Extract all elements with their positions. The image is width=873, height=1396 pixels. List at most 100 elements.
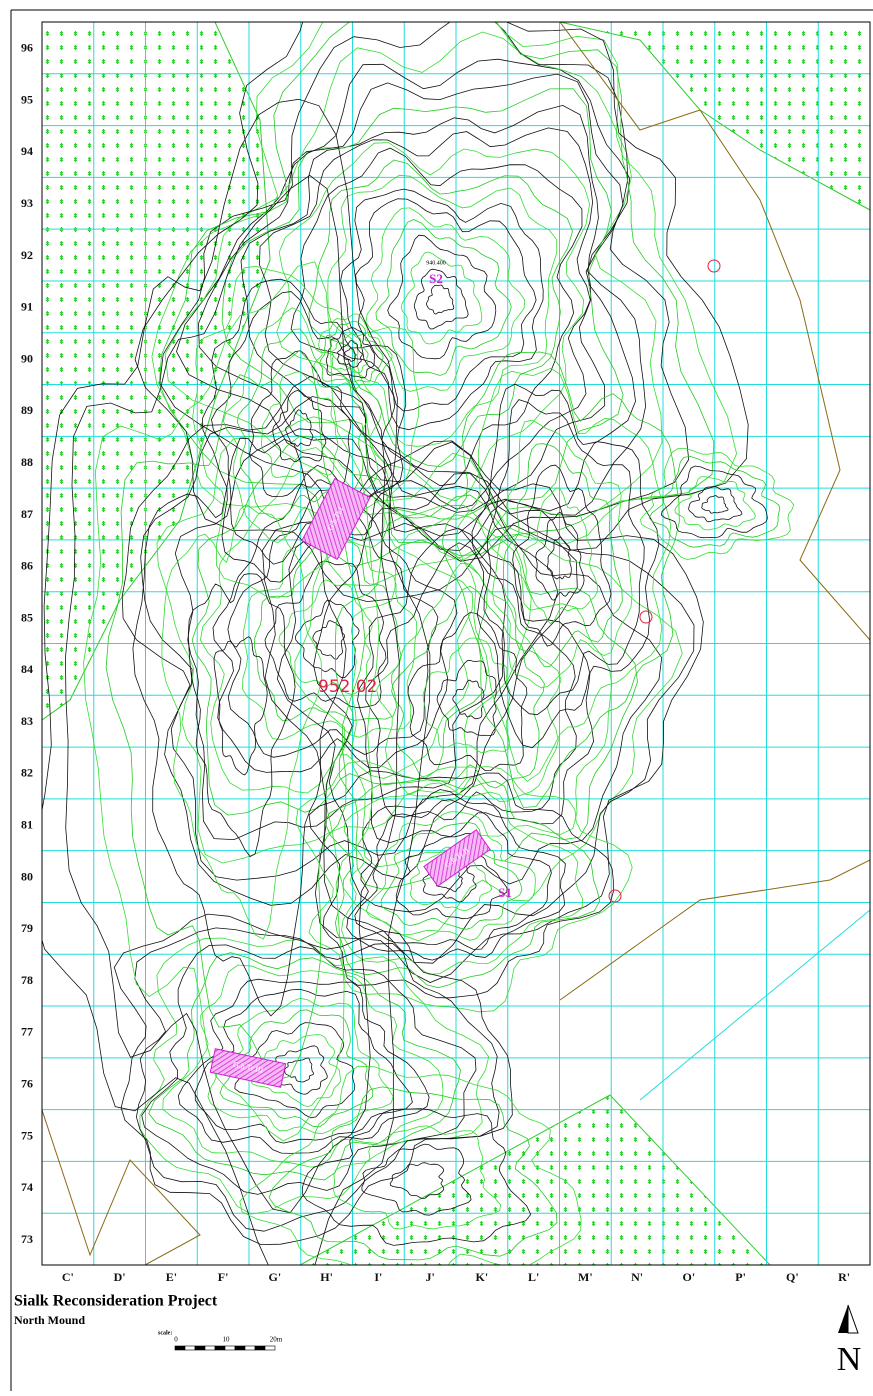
row-label: 81	[21, 818, 33, 832]
contour-line	[105, 350, 366, 1081]
contour-line	[512, 464, 612, 647]
row-label: 87	[21, 507, 33, 521]
benchmark-symbol	[608, 889, 622, 903]
contour-line	[674, 476, 756, 531]
boundary-line	[559, 22, 870, 641]
contour-line	[325, 327, 375, 379]
contour-line	[535, 511, 585, 601]
row-label: 82	[21, 766, 33, 780]
contour-line	[327, 174, 558, 447]
contour-line	[337, 339, 363, 368]
contour-line	[276, 142, 591, 502]
contour-line	[523, 487, 598, 625]
contour-line	[361, 1143, 472, 1216]
column-label: K'	[476, 1270, 489, 1284]
contour-line	[441, 351, 680, 808]
trench: G.h.Tr.II	[423, 829, 491, 887]
contour-line	[134, 22, 749, 603]
column-label: P'	[735, 1270, 746, 1284]
contour-line	[365, 207, 526, 392]
contour-line	[365, 542, 577, 821]
boundary-line	[559, 859, 870, 1001]
scale-bar: 0 10 20m	[174, 1336, 283, 1351]
contour-line	[134, 927, 500, 1232]
contour-line	[340, 188, 544, 431]
scale-segment	[194, 1345, 206, 1351]
scale-segment	[234, 1345, 246, 1351]
row-label: 92	[21, 248, 33, 262]
row-label: 84	[21, 662, 33, 676]
column-label: D'	[114, 1270, 126, 1284]
vegetation-area	[299, 1094, 771, 1265]
contour-line	[253, 540, 402, 722]
contour-line	[268, 1086, 558, 1261]
title: Sialk Reconsideration Project	[14, 1293, 218, 1310]
scale-segment	[264, 1345, 276, 1351]
trench: G.h.Tr.I	[301, 478, 371, 560]
contour-line	[452, 679, 485, 720]
contour-line	[290, 147, 583, 487]
contour-line	[376, 563, 562, 803]
contour-line	[483, 399, 645, 716]
contour-line	[162, 964, 444, 1168]
map-frame	[41, 21, 871, 1266]
contour-line	[174, 428, 507, 841]
contour-line	[240, 104, 606, 513]
contour-line	[502, 443, 623, 668]
contour-line	[640, 448, 795, 560]
contour-line	[688, 486, 743, 523]
contour-line	[357, 527, 595, 844]
row-label: 83	[21, 714, 33, 728]
contour-line	[194, 988, 413, 1144]
benchmark-symbol	[639, 610, 653, 624]
contour-line	[701, 495, 729, 514]
column-label: L'	[528, 1270, 539, 1284]
column-label: O'	[683, 1270, 696, 1284]
map-body: G.h.Tr.I G.h.Tr.II G.h.Tr.III 952.02 940…	[42, 22, 870, 1265]
scale-segment	[254, 1345, 266, 1351]
contour-line	[262, 440, 704, 983]
contour-line	[276, 441, 695, 964]
column-label: I'	[374, 1270, 382, 1284]
row-label: 91	[21, 300, 33, 314]
contour-line	[471, 383, 660, 749]
scale-segment	[204, 1345, 216, 1351]
contour-line	[121, 375, 578, 906]
contour-line	[301, 1108, 532, 1246]
contour-line	[213, 636, 268, 776]
contour-line	[295, 760, 633, 1013]
north-arrow-half	[847, 1304, 859, 1334]
scale-segment	[184, 1345, 196, 1351]
row-label: 75	[21, 1128, 33, 1142]
contour-line	[164, 31, 663, 562]
contour-line	[355, 198, 537, 412]
contour-line	[546, 536, 572, 580]
contour-line	[426, 284, 455, 315]
row-label: 93	[21, 196, 33, 210]
row-label: 90	[21, 351, 33, 365]
contour-line	[313, 313, 393, 390]
contour-line	[227, 489, 439, 758]
column-label: C'	[62, 1270, 74, 1284]
contour-line	[387, 234, 497, 360]
contour-line	[260, 371, 339, 479]
benchmark-symbol	[707, 259, 721, 273]
contour-line	[294, 452, 683, 942]
contour-line	[400, 251, 483, 345]
row-label: 77	[21, 1025, 33, 1039]
trench-area	[423, 829, 491, 887]
scale-tick-label: 0	[174, 1336, 178, 1344]
row-label: 76	[21, 1076, 33, 1090]
trench: G.h.Tr.III	[209, 1048, 287, 1088]
column-label: E'	[166, 1270, 177, 1284]
contour-line	[346, 789, 566, 961]
contour-line	[64, 174, 400, 1214]
contour-line	[313, 472, 663, 913]
row-label: 78	[21, 973, 33, 987]
contour-line	[333, 1125, 502, 1230]
row-label: 89	[21, 403, 33, 417]
contour-line	[148, 952, 461, 1181]
contour-line	[285, 409, 314, 447]
row-label: 86	[21, 559, 33, 573]
